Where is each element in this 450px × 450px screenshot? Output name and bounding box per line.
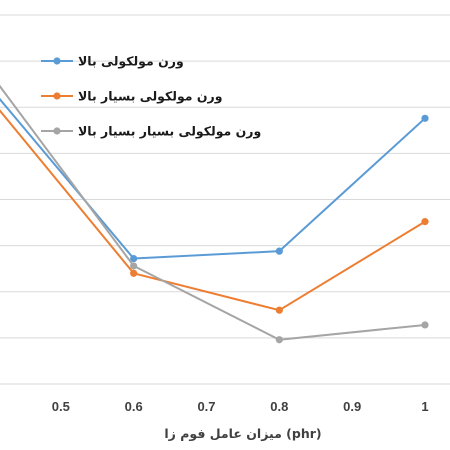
legend-marker bbox=[53, 92, 61, 100]
x-tick-label: 0.7 bbox=[197, 399, 215, 414]
data-point bbox=[130, 254, 138, 263]
legend-marker bbox=[53, 127, 61, 135]
data-point bbox=[421, 114, 429, 122]
x-tick-label: 0.5 bbox=[52, 399, 70, 414]
data-point bbox=[421, 321, 429, 329]
x-tick-label: 0.6 bbox=[125, 399, 143, 414]
legend-label: ورن مولکولی بالا bbox=[78, 54, 184, 69]
data-point bbox=[130, 269, 138, 277]
series-line-3 bbox=[0, 84, 426, 341]
x-axis-title: میزان عامل فوم زا (phr) bbox=[164, 426, 321, 442]
series-line-2 bbox=[0, 109, 426, 312]
legend-label: ورن مولکولی بسیار بسیار بالا bbox=[78, 124, 261, 139]
x-tick-labels: 0.5 0.6 0.7 0.8 0.9 1 bbox=[52, 399, 429, 414]
x-tick-label: 0.9 bbox=[343, 399, 361, 414]
series-layer bbox=[0, 84, 429, 344]
legend-marker bbox=[53, 57, 61, 65]
legend-label: ورن مولکولی بسیار بالا bbox=[78, 89, 223, 104]
gridlines bbox=[0, 14, 450, 339]
data-point bbox=[421, 218, 429, 226]
series-line-1 bbox=[0, 97, 426, 260]
data-point bbox=[130, 262, 138, 270]
data-point bbox=[275, 247, 283, 255]
data-point bbox=[275, 336, 283, 344]
x-tick-label: 0.8 bbox=[270, 399, 288, 414]
x-tick-label: 1 bbox=[421, 399, 428, 414]
data-point bbox=[275, 306, 283, 314]
legend: ورن مولکولی بالا ورن مولکولی بسیار بالا ور… bbox=[41, 54, 261, 139]
